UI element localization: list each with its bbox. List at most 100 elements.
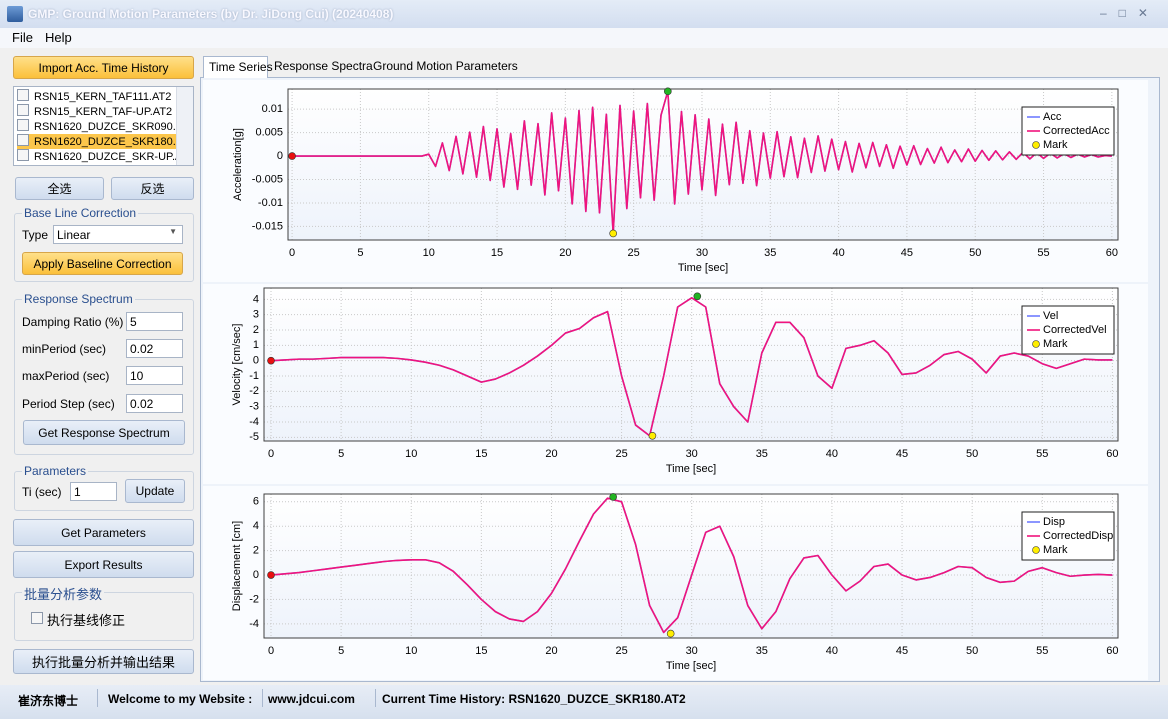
invert-button[interactable]: 反选 (111, 177, 194, 200)
update-button[interactable]: Update (125, 479, 185, 503)
file-item[interactable]: RSN15_KERN_TAF111.AT2 (17, 89, 177, 104)
ti-input[interactable]: 1 (70, 482, 117, 501)
file-item[interactable]: RSN1620_DUZCE_SKR180.AT (17, 134, 177, 149)
x-tick-label: 25 (615, 645, 627, 657)
x-tick-label: 20 (559, 247, 571, 259)
x-tick-label: 5 (338, 645, 344, 657)
x-tick-label: 25 (615, 448, 627, 460)
legend-label: Mark (1043, 544, 1068, 556)
file-item[interactable]: RSN15_KERN_TAF-UP.AT2 (17, 104, 177, 119)
series-line (292, 90, 1112, 235)
status-bar: 崔济东博士 Welcome to my Website : www.jdcui.… (0, 685, 1168, 719)
y-tick-label: 2 (253, 324, 259, 336)
plot-border (263, 493, 1119, 639)
field-input[interactable]: 10 (126, 366, 183, 385)
type-select[interactable]: Linear ▼ (53, 225, 183, 244)
x-tick-label: 10 (405, 448, 417, 460)
y-tick-label: 6 (253, 496, 259, 508)
y-tick-label: -4 (249, 416, 259, 428)
field-label: Period Step (sec) (22, 397, 115, 411)
y-tick-label: -0.01 (258, 197, 283, 209)
status-text: www.jdcui.com (268, 692, 355, 706)
menu-item[interactable]: Help (45, 30, 72, 45)
y-tick-label: -2 (249, 593, 259, 605)
separator (262, 689, 263, 707)
plot-border (263, 287, 1119, 442)
x-tick-label: 10 (423, 247, 435, 259)
y-tick-label: -5 (249, 431, 259, 443)
x-axis-label: Time [sec] (678, 262, 728, 274)
x-tick-label: 40 (832, 247, 844, 259)
checkbox[interactable] (31, 612, 43, 624)
tab[interactable]: Time Series (203, 56, 273, 78)
batch-run-button[interactable]: 执行批量分析并输出结果 (13, 649, 194, 674)
status-text: Current Time History: RSN1620_DUZCE_SKR1… (382, 692, 686, 706)
series-line (270, 297, 1113, 437)
x-tick-label: 5 (357, 247, 363, 259)
x-tick-label: 0 (289, 247, 295, 259)
legend-label: CorrectedAcc (1043, 125, 1110, 137)
y-tick-label: -0.005 (252, 173, 283, 185)
x-tick-label: 55 (1037, 247, 1049, 259)
group-title: Response Spectrum (22, 292, 135, 306)
window-title: GMP: Ground Motion Parameters (by Dr. Ji… (28, 7, 394, 21)
export-button[interactable]: Export Results (13, 551, 194, 578)
ti-label: Ti (sec) (22, 485, 62, 499)
scrollbar[interactable] (176, 87, 193, 165)
window-controls[interactable]: –□✕ (1100, 6, 1160, 20)
plot-border (287, 88, 1119, 241)
legend-label: Vel (1043, 310, 1058, 322)
x-axis-label: Time [sec] (666, 660, 716, 672)
mark-point (609, 229, 617, 238)
field-input[interactable]: 5 (126, 312, 183, 331)
x-tick-label: 55 (1036, 448, 1048, 460)
type-value: Linear (57, 228, 91, 242)
field-input[interactable]: 0.02 (126, 394, 183, 413)
y-tick-label: -3 (249, 401, 259, 413)
mark-point (693, 292, 702, 301)
get-parameters-button[interactable]: Get Parameters (13, 519, 194, 546)
mark-point (267, 356, 275, 365)
legend-symbol (1032, 546, 1040, 554)
x-tick-label: 35 (764, 247, 776, 259)
group-title: 批量分析参数 (22, 584, 105, 603)
select-all-button[interactable]: 全选 (15, 177, 104, 200)
y-tick-label: 4 (253, 293, 259, 305)
x-tick-label: 15 (491, 247, 503, 259)
y-tick-label: 3 (253, 309, 259, 321)
x-tick-label: 30 (686, 448, 698, 460)
x-tick-label: 45 (901, 247, 913, 259)
group-title: Base Line Correction (22, 206, 139, 220)
y-tick-label: 2 (253, 545, 259, 557)
plot-area (264, 494, 1118, 638)
legend-label: Disp (1043, 516, 1065, 528)
tab[interactable]: Response Spectra (274, 59, 373, 73)
group-title: Parameters (22, 464, 89, 478)
x-tick-label: 60 (1106, 247, 1118, 259)
x-tick-label: 50 (969, 247, 981, 259)
x-tick-label: 5 (338, 448, 344, 460)
x-tick-label: 15 (475, 645, 487, 657)
legend-label: CorrectedVel (1043, 324, 1107, 336)
y-tick-label: -0.015 (252, 220, 283, 232)
file-item[interactable]: RSN1620_DUZCE_SKR-UP.AT (17, 149, 177, 164)
menu-item[interactable]: File (12, 30, 33, 45)
mark-point (609, 493, 617, 501)
menu-bar: File Help (0, 28, 1168, 48)
field-input[interactable]: 0.02 (126, 339, 183, 358)
y-axis-label: Displacement [cm] (231, 521, 243, 611)
spectrum-button[interactable]: Get Response Spectrum (23, 420, 185, 445)
field-label: minPeriod (sec) (22, 342, 107, 356)
separator (375, 689, 376, 707)
mark-point (267, 571, 275, 579)
file-item[interactable]: RSN1620_DUZCE_SKR090.AT (17, 119, 177, 134)
y-tick-label: 4 (253, 520, 259, 532)
parameters-group (14, 471, 194, 511)
import-button[interactable]: Import Acc. Time History (13, 56, 194, 79)
tab[interactable]: Ground Motion Parameters (373, 59, 518, 73)
apply-baseline-button[interactable]: Apply Baseline Correction (22, 252, 183, 275)
file-name: RSN1620_DUZCE_SKR180.AT (34, 136, 177, 148)
x-tick-label: 45 (896, 448, 908, 460)
mark-point (648, 431, 657, 440)
